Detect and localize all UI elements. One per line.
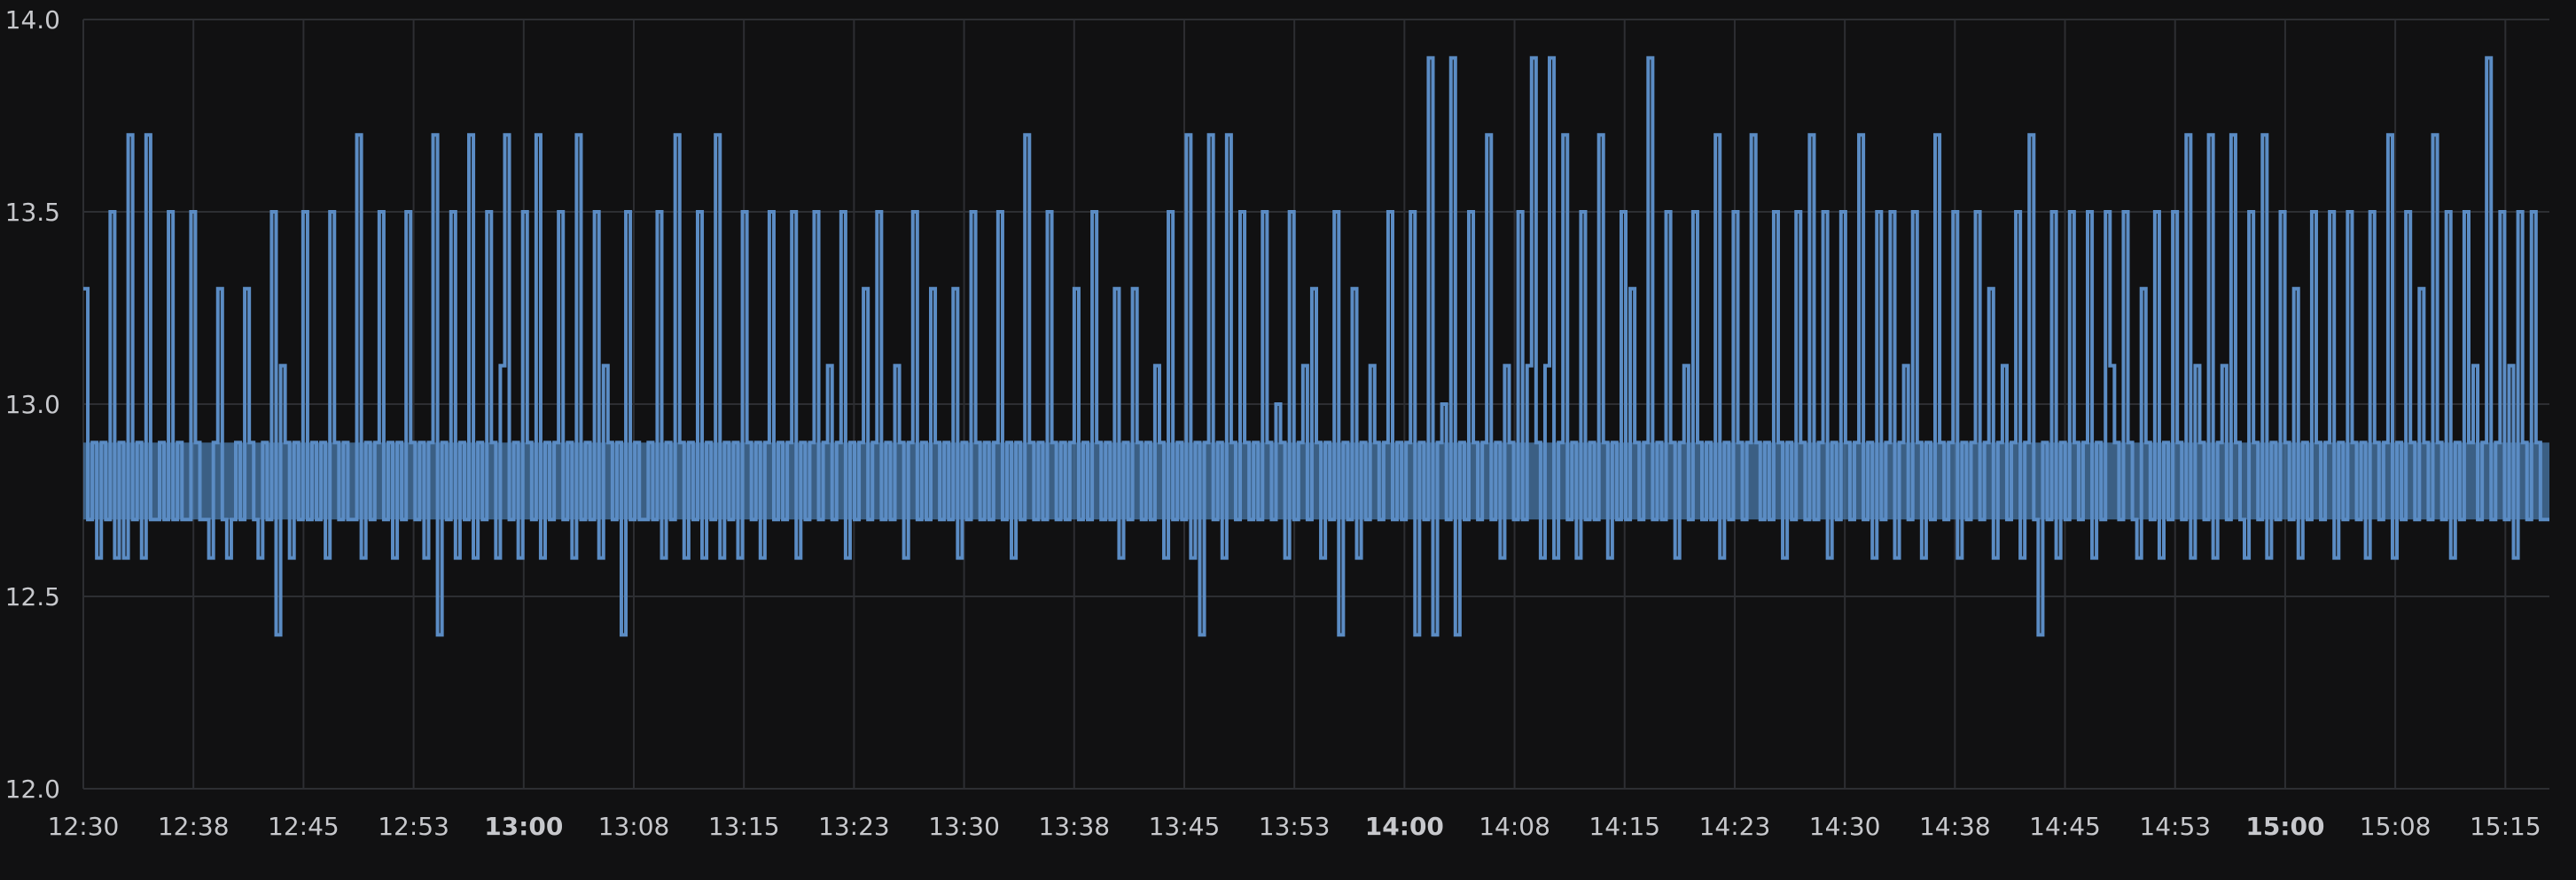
x-tick-label: 15:08 bbox=[2360, 812, 2432, 841]
grid-layer bbox=[82, 19, 2549, 790]
x-tick-label: 14:00 bbox=[1365, 812, 1444, 841]
series-line bbox=[83, 56, 2549, 637]
y-tick-label: 12.5 bbox=[5, 582, 60, 611]
x-tick-label: 12:30 bbox=[48, 812, 120, 841]
series-layer bbox=[83, 56, 2549, 637]
x-tick-label: 14:53 bbox=[2139, 812, 2211, 841]
x-tick-label: 13:53 bbox=[1259, 812, 1331, 841]
x-tick-label: 14:23 bbox=[1699, 812, 1771, 841]
y-tick-label: 13.0 bbox=[5, 390, 60, 419]
series-density-band bbox=[83, 442, 2549, 520]
x-tick-label: 14:08 bbox=[1479, 812, 1550, 841]
y-tick-label: 12.0 bbox=[5, 775, 60, 804]
x-tick-label: 14:15 bbox=[1589, 812, 1660, 841]
x-tick-label: 13:30 bbox=[928, 812, 1000, 841]
y-tick-label: 13.5 bbox=[5, 198, 60, 227]
x-tick-label: 15:15 bbox=[2470, 812, 2541, 841]
x-tick-label: 13:38 bbox=[1038, 812, 1110, 841]
x-tick-label: 12:53 bbox=[378, 812, 449, 841]
x-tick-label: 14:30 bbox=[1809, 812, 1881, 841]
x-tick-label: 13:00 bbox=[484, 812, 563, 841]
y-tick-label: 14.0 bbox=[5, 5, 60, 35]
x-tick-label: 13:15 bbox=[708, 812, 780, 841]
x-tick-label: 13:23 bbox=[818, 812, 890, 841]
y-axis: 12.0 12.5 13.0 13.5 14.0 bbox=[5, 5, 60, 804]
x-tick-label: 14:38 bbox=[1919, 812, 1991, 841]
x-tick-label: 12:38 bbox=[158, 812, 230, 841]
x-tick-label: 13:45 bbox=[1149, 812, 1221, 841]
x-tick-label: 12:45 bbox=[268, 812, 340, 841]
x-tick-label: 13:08 bbox=[598, 812, 670, 841]
x-axis: 12:30 12:38 12:45 12:53 13:00 13:08 13:15 13:23… bbox=[48, 812, 2541, 841]
x-tick-label: 15:00 bbox=[2245, 812, 2324, 841]
x-tick-label: 14:45 bbox=[2029, 812, 2101, 841]
